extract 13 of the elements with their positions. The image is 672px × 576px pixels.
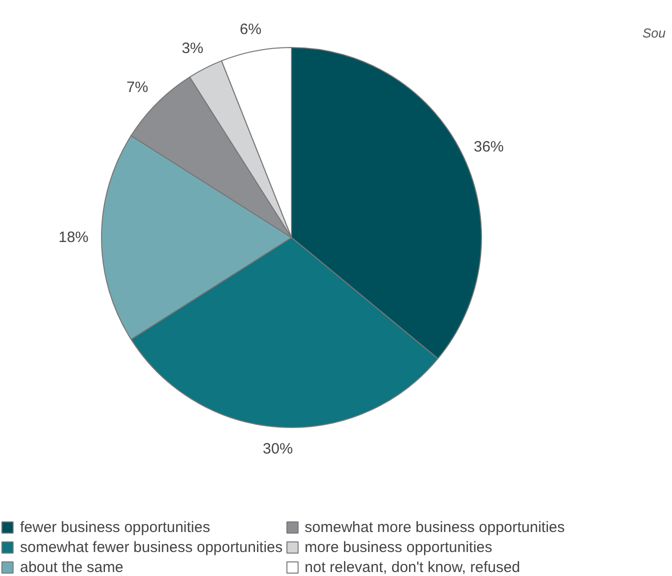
legend-label: more business opportunities (304, 538, 492, 556)
legend-label: somewhat more business opportunities (304, 518, 565, 536)
data-label: 18% (58, 229, 89, 246)
data-label: 36% (474, 138, 504, 156)
data-label: 7% (126, 79, 148, 96)
legend-label: somewhat fewer business opportunities (20, 538, 283, 556)
data-label: 30% (262, 440, 293, 458)
data-label: 3% (182, 40, 204, 58)
legend-label: not relevant, don't know, refused (304, 558, 520, 576)
text: Sou (642, 26, 666, 40)
legend-label: about the same (20, 558, 124, 576)
data-label: 6% (240, 20, 262, 38)
legend-label: fewer business opportunities (20, 518, 210, 536)
